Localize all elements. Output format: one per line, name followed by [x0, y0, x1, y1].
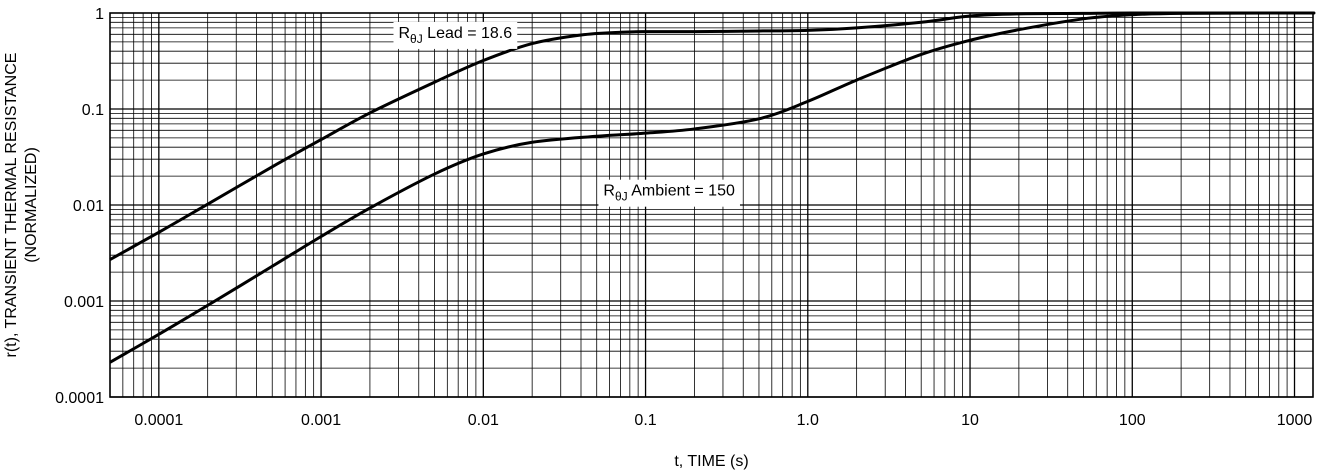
y-tick-labels: 0.0001 0.001 0.01 0.1 1 [55, 6, 104, 407]
x-axis-title: t, TIME (s) [674, 453, 748, 470]
y-axis-title: r(t), TRANSIENT THERMAL RESISTANCE (NORM… [3, 53, 40, 358]
x-tick-label: 1.0 [797, 412, 819, 429]
series-label-background [598, 179, 740, 207]
y-axis-title-line2: (NORMALIZED) [23, 147, 40, 263]
plot-frame [109, 12, 1314, 398]
x-tick-label: 0.01 [468, 412, 499, 429]
series-labels: RθJ Lead = 18.6 RθJ Ambient = 150 [393, 21, 740, 207]
x-tick-label: 0.0001 [134, 412, 183, 429]
series-line-1 [109, 11, 1314, 364]
y-tick-label: 0.1 [82, 102, 104, 119]
series-label-text: RθJ Ambient = 150 [603, 183, 735, 204]
x-tick-label: 10 [961, 412, 979, 429]
x-tick-label: 0.001 [301, 412, 341, 429]
y-tick-label: 1 [95, 6, 104, 23]
x-tick-labels: 0.0001 0.001 0.01 0.1 1.0 10 100 1000 [134, 412, 1312, 429]
series-line-0 [109, 11, 1316, 261]
y-axis-title-line1: r(t), TRANSIENT THERMAL RESISTANCE [3, 53, 20, 358]
series-label-0: RθJ Lead = 18.6 [393, 21, 518, 49]
y-tick-label: 0.0001 [55, 390, 104, 407]
x-tick-label: 1000 [1277, 412, 1313, 429]
y-tick-label: 0.001 [64, 294, 104, 311]
series-label-background [393, 21, 518, 49]
x-tick-label: 0.1 [634, 412, 656, 429]
series-label-text: RθJ Lead = 18.6 [398, 25, 512, 46]
series-label-1: RθJ Ambient = 150 [598, 179, 740, 207]
y-tick-label: 0.01 [73, 198, 104, 215]
x-tick-label: 100 [1119, 412, 1146, 429]
